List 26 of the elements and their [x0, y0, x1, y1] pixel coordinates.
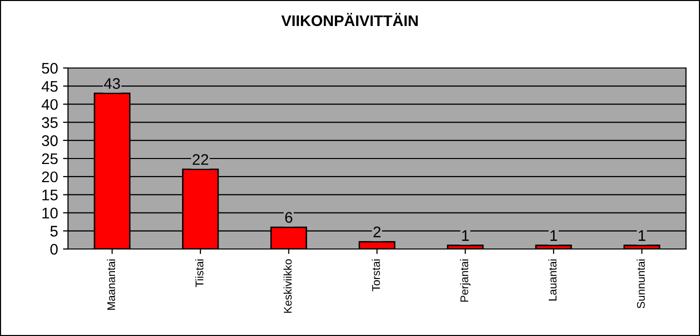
chart-title: VIIKONPÄIVITTÄIN — [281, 12, 418, 26]
data-label: 6 — [285, 212, 292, 223]
x-tick-label: Lauantai — [548, 259, 557, 300]
x-tick-label: Keskiviikko — [284, 259, 292, 313]
data-label: 1 — [462, 230, 469, 241]
x-tick-label: Sunnuntai — [636, 259, 645, 308]
data-label: 1 — [550, 230, 558, 241]
x-tick-label: Tiistai — [195, 259, 204, 288]
y-tick-label: 0 — [50, 244, 58, 255]
y-tick-label: 5 — [50, 226, 58, 237]
y-tick-label: 25 — [42, 153, 58, 164]
y-tick-label: 15 — [42, 190, 58, 200]
y-tick-label: 50 — [42, 62, 58, 74]
y-tick-label: 20 — [42, 171, 58, 182]
data-label: 2 — [374, 226, 380, 238]
y-tick-label: 10 — [42, 208, 58, 218]
y-tick-label: 30 — [42, 135, 58, 146]
x-tick-label: Torstai — [372, 259, 380, 292]
data-label: 43 — [104, 78, 120, 89]
data-label: 22 — [192, 154, 208, 165]
x-tick-label: Maanantai — [106, 259, 116, 310]
x-tick-label: Perjantai — [460, 259, 470, 302]
y-tick-label: 45 — [42, 81, 58, 92]
data-label: 1 — [638, 230, 646, 241]
y-tick-label: 40 — [42, 99, 58, 110]
y-tick-label: 35 — [42, 117, 58, 128]
